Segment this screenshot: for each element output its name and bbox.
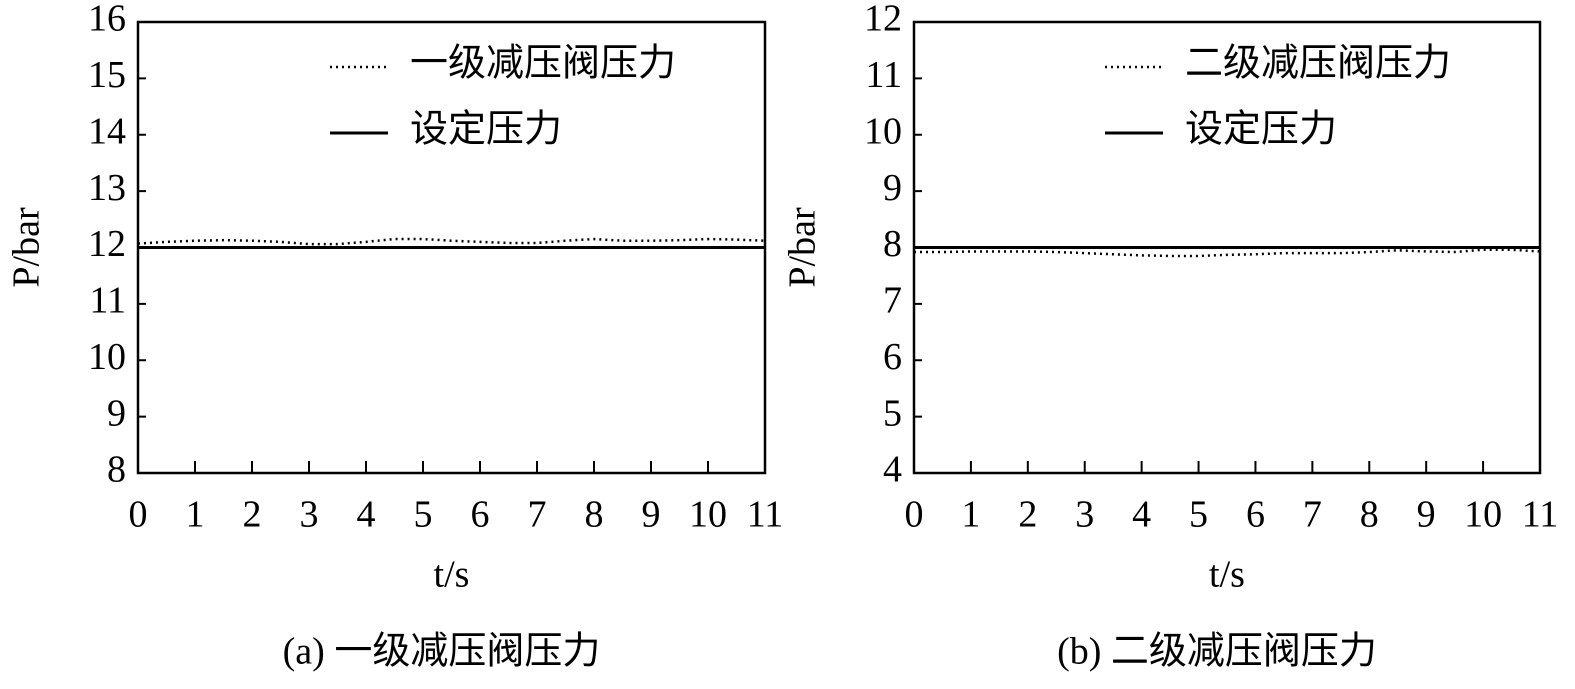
data-line [914, 248, 1541, 258]
x-tick-label: 2 [243, 494, 262, 536]
legend-label: 一级减压阀压力 [410, 43, 676, 85]
x-tick-label: 0 [905, 494, 924, 536]
x-tick-label: 1 [186, 494, 205, 536]
y-tick-label: 5 [883, 392, 902, 434]
y-axis-label: P/bar [6, 207, 48, 288]
y-tick-label: 6 [883, 336, 902, 378]
x-tick-label: 5 [1189, 494, 1208, 536]
x-axis-label: t/s [1209, 554, 1245, 596]
x-tick-label: 8 [1360, 494, 1379, 536]
x-tick-label: 4 [1132, 494, 1151, 536]
y-tick-label: 8 [107, 449, 126, 491]
y-tick-label: 10 [88, 336, 126, 378]
x-tick-label: 7 [1303, 494, 1322, 536]
x-tick-label: 10 [689, 494, 727, 536]
plot-frame [136, 20, 767, 475]
y-tick-label: 9 [883, 167, 902, 209]
x-tick-label: 1 [961, 494, 980, 536]
y-tick-label: 12 [864, 0, 902, 40]
x-tick-label: 11 [1522, 494, 1559, 536]
y-tick-label: 8 [883, 223, 902, 265]
x-tick-label: 6 [1246, 494, 1265, 536]
x-tick-label: 3 [1075, 494, 1094, 536]
legend-label: 二级减压阀压力 [1185, 43, 1451, 85]
x-tick-label: 8 [585, 494, 604, 536]
x-tick-label: 9 [642, 494, 661, 536]
data-line [137, 237, 766, 246]
caption: (b) 二级减压阀压力 [1057, 631, 1377, 673]
legend-label: 设定压力 [1185, 109, 1337, 151]
y-tick-label: 9 [107, 392, 126, 434]
y-tick-label: 15 [88, 54, 126, 96]
x-tick-label: 3 [300, 494, 319, 536]
x-tick-label: 0 [129, 494, 148, 536]
y-tick-label: 13 [88, 167, 126, 209]
legend-label: 设定压力 [410, 109, 562, 151]
plot-frame [912, 20, 1542, 475]
y-tick-label: 16 [88, 0, 126, 40]
y-tick-label: 7 [883, 280, 902, 322]
x-axis-label: t/s [434, 554, 470, 596]
y-tick-label: 10 [864, 110, 902, 152]
x-tick-label: 10 [1464, 494, 1502, 536]
x-tick-label: 11 [747, 494, 784, 536]
y-tick-label: 4 [883, 449, 902, 491]
y-tick-label: 12 [88, 223, 126, 265]
y-tick-label: 11 [865, 54, 902, 96]
x-tick-label: 5 [414, 494, 433, 536]
x-tick-label: 7 [528, 494, 547, 536]
y-tick-label: 11 [89, 280, 126, 322]
y-axis-label: P/bar [782, 207, 824, 288]
x-tick-label: 6 [471, 494, 490, 536]
caption: (a) 一级减压阀压力 [283, 631, 601, 673]
y-tick-label: 14 [88, 110, 126, 152]
x-tick-label: 2 [1018, 494, 1037, 536]
x-tick-label: 9 [1417, 494, 1436, 536]
x-tick-label: 4 [357, 494, 376, 536]
